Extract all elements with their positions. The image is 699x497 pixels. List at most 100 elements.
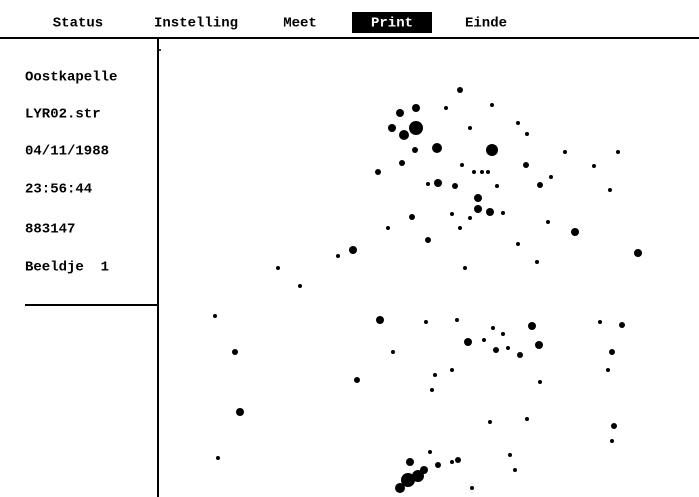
speck xyxy=(435,462,441,468)
speck xyxy=(412,104,420,112)
speck xyxy=(486,208,494,216)
speck xyxy=(571,228,579,236)
speck xyxy=(468,216,472,220)
speck xyxy=(463,266,467,270)
speck xyxy=(592,164,596,168)
speck xyxy=(450,368,454,372)
speck xyxy=(563,150,567,154)
speck xyxy=(525,417,529,421)
speck xyxy=(488,420,492,424)
info-line: 883147 xyxy=(25,222,75,238)
speck xyxy=(232,349,238,355)
speck xyxy=(409,214,415,220)
speck xyxy=(428,450,432,454)
speck xyxy=(450,212,454,216)
speck xyxy=(517,352,523,358)
speck xyxy=(399,160,405,166)
speck xyxy=(349,246,357,254)
speck xyxy=(426,182,430,186)
speck xyxy=(609,349,615,355)
speck xyxy=(619,322,625,328)
speck xyxy=(450,460,454,464)
speck xyxy=(276,266,280,270)
menu-item[interactable]: Einde xyxy=(465,16,507,32)
info-line: LYR02.str xyxy=(25,107,101,123)
speck xyxy=(375,169,381,175)
speck xyxy=(458,226,462,230)
speck xyxy=(406,458,414,466)
info-line: 23:56:44 xyxy=(25,182,92,198)
speck xyxy=(455,318,459,322)
speck xyxy=(535,260,539,264)
speck xyxy=(425,237,431,243)
speck xyxy=(399,130,409,140)
speck xyxy=(464,338,472,346)
speck xyxy=(495,184,499,188)
speck xyxy=(298,284,302,288)
speck xyxy=(506,346,510,350)
menu-item[interactable]: Instelling xyxy=(154,16,238,32)
speck xyxy=(391,350,395,354)
speck xyxy=(159,49,161,51)
speck xyxy=(472,170,476,174)
speck xyxy=(528,322,536,330)
speck xyxy=(432,143,442,153)
speck xyxy=(546,220,550,224)
speck xyxy=(213,314,217,318)
speck xyxy=(486,144,498,156)
speck xyxy=(216,456,220,460)
speck xyxy=(608,188,612,192)
speck xyxy=(535,341,543,349)
speck xyxy=(433,373,437,377)
speck xyxy=(508,453,512,457)
speck xyxy=(616,150,620,154)
speck xyxy=(452,183,458,189)
speck xyxy=(501,332,505,336)
speck xyxy=(474,194,482,202)
speck xyxy=(486,170,490,174)
speck xyxy=(468,126,472,130)
speck xyxy=(598,320,602,324)
speck xyxy=(538,380,542,384)
speck xyxy=(523,162,529,168)
speck xyxy=(537,182,543,188)
speck xyxy=(606,368,610,372)
speck xyxy=(430,388,434,392)
speck xyxy=(525,132,529,136)
speck xyxy=(434,179,442,187)
screen: Status Instelling Meet Print Einde Oostkapel… xyxy=(0,0,699,497)
speck xyxy=(470,486,474,490)
speck xyxy=(480,170,484,174)
speck xyxy=(501,211,505,215)
menu-item[interactable]: Meet xyxy=(283,16,317,32)
speck xyxy=(457,87,463,93)
speck xyxy=(460,163,464,167)
speck xyxy=(490,103,494,107)
info-line: Beeldje 1 xyxy=(25,260,109,276)
speck xyxy=(336,254,340,258)
speck xyxy=(386,226,390,230)
speck xyxy=(493,347,499,353)
info-line: Oostkapelle xyxy=(25,70,117,86)
speck xyxy=(395,483,405,493)
speck xyxy=(412,147,418,153)
speck xyxy=(634,249,642,257)
speck xyxy=(516,242,520,246)
info-line: 04/11/1988 xyxy=(25,144,109,160)
speck xyxy=(513,468,517,472)
speck xyxy=(549,175,553,179)
speck xyxy=(409,121,423,135)
speck xyxy=(482,338,486,342)
speck xyxy=(491,326,495,330)
speck xyxy=(388,124,396,132)
speck xyxy=(354,377,360,383)
speck xyxy=(376,316,384,324)
speck xyxy=(236,408,244,416)
speck xyxy=(516,121,520,125)
speck xyxy=(424,320,428,324)
menu-item[interactable]: Status xyxy=(53,16,103,32)
menu-item[interactable]: Print xyxy=(371,16,413,32)
speck xyxy=(420,466,428,474)
speck xyxy=(396,109,404,117)
speck xyxy=(474,205,482,213)
